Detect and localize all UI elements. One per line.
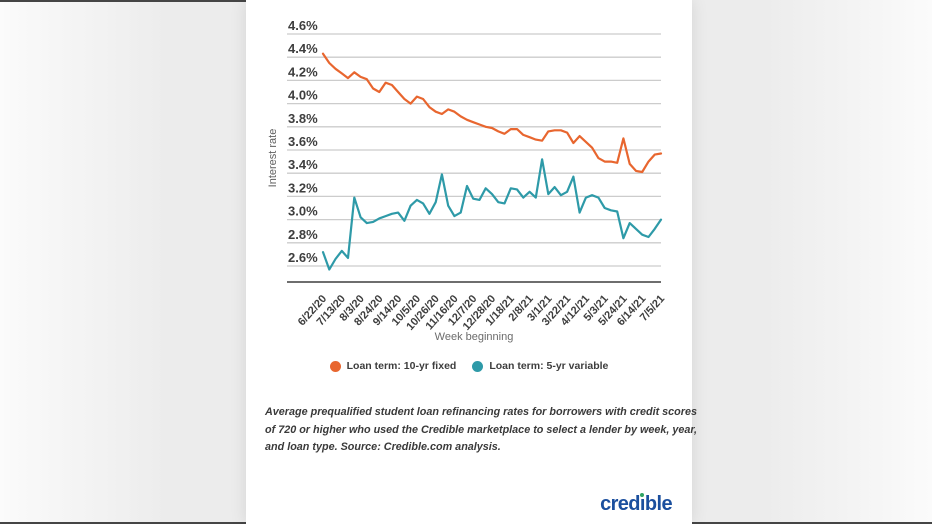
y-tick-label: 3.2% [288, 180, 318, 195]
y-tick-label: 3.0% [288, 204, 318, 219]
legend-dot-5yr-variable-icon [472, 360, 484, 372]
series-line-10yr-fixed [321, 52, 663, 174]
legend-label-5yr-variable: Loan term: 5-yr variable [489, 360, 609, 372]
logo-i-dot-icon [640, 493, 645, 497]
y-axis-title: Interest rate [267, 129, 279, 188]
chart-legend: Loan term: 10-yr fixed Loan term: 5-yr v… [246, 360, 692, 372]
legend-label-10yr-fixed: Loan term: 10-yr fixed [346, 360, 457, 372]
legend-dot-10yr-fixed-icon [329, 360, 341, 372]
chart-source-caption: Average prequalified student loan refina… [265, 404, 698, 457]
caption-line-2: of 720 or higher who used the Credible m… [265, 423, 698, 436]
y-tick-label: 2.6% [288, 250, 318, 265]
x-axis-title: Week beginning [434, 331, 514, 343]
chart-card: 4.6% 4.4% 4.2% 4.0% 3.8% 3.6% 3.4% 3.2% 3.0% 2.8%… [246, 0, 698, 524]
logo-letter-i: ı [640, 492, 645, 516]
series-line-5yr-variable [321, 158, 663, 271]
legend-item-5yr-variable: Loan term: 5-yr variable [472, 360, 608, 372]
y-tick-label: 4.2% [288, 64, 318, 79]
caption-line-3: and loan type. Source: Credible.com anal… [265, 441, 501, 453]
logo-text-before-i: cred [600, 493, 640, 515]
y-tick-label: 4.4% [288, 41, 318, 56]
y-tick-label: 4.6% [288, 18, 318, 33]
y-tick-label: 3.6% [288, 134, 318, 149]
y-tick-label: 4.0% [288, 88, 318, 103]
caption-line-1: Average prequalified student loan refina… [265, 406, 697, 418]
y-tick-label: 2.8% [288, 227, 318, 242]
credible-logo: credı ble [600, 492, 673, 516]
logo-text-after-i: ble [644, 493, 673, 515]
legend-item-10yr-fixed: Loan term: 10-yr fixed [329, 360, 457, 372]
y-tick-label: 3.8% [288, 111, 318, 126]
y-tick-label: 3.4% [288, 157, 318, 172]
logo-dotless-i: ı [639, 493, 646, 515]
rates-line-chart: 4.6% 4.4% 4.2% 4.0% 3.8% 3.6% 3.4% 3.2% 3.0% 2.8%… [267, 18, 667, 333]
